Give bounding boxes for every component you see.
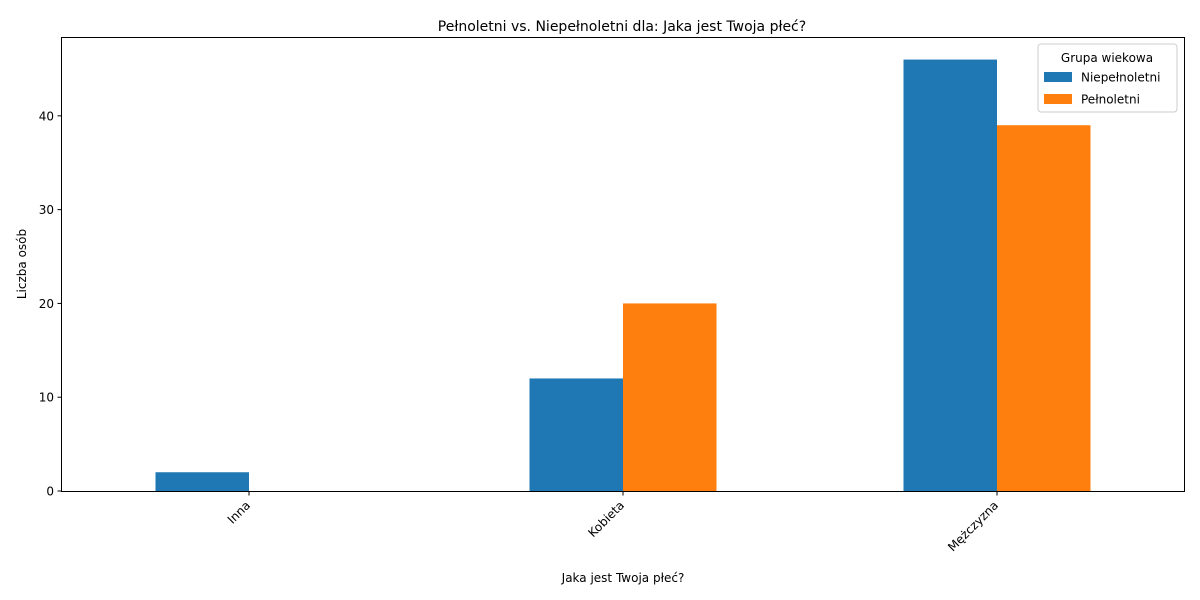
y-tick-label: 40	[39, 109, 54, 123]
y-tick-label: 10	[39, 391, 54, 405]
legend-title: Grupa wiekowa	[1061, 51, 1153, 65]
x-tick-label-mezczyzna: Mężczyzna	[945, 498, 1001, 554]
x-axis-label: Jaka jest Twoja płeć?	[561, 571, 685, 585]
y-tick-label: 30	[39, 203, 54, 217]
legend: Grupa wiekowa Niepełnoletni Pełnoletni	[1037, 43, 1178, 113]
bar-niepelnoletni-mezczyzna	[903, 59, 997, 491]
plot-frame	[61, 37, 1185, 492]
y-tick-label: 0	[46, 485, 54, 499]
x-axis-ticks: Inna Kobieta Mężczyzna	[225, 491, 1001, 554]
x-tick-label-kobieta: Kobieta	[585, 498, 627, 540]
legend-swatch-niepelnoletni	[1044, 72, 1072, 82]
chart-title: Pełnoletni vs. Niepełnoletni dla: Jaka j…	[438, 19, 806, 35]
y-axis-ticks: 0 10 20 30 40	[39, 109, 62, 499]
bar-pelnoletni-kobieta	[623, 303, 717, 491]
legend-label-pelnoletni: Pełnoletni	[1081, 93, 1140, 107]
y-axis-label: Liczba osób	[15, 229, 29, 299]
y-tick-label: 20	[39, 297, 54, 311]
bar-niepelnoletni-inna	[155, 472, 249, 491]
bar-niepelnoletni-kobieta	[529, 378, 623, 491]
bar-pelnoletni-mezczyzna	[997, 125, 1091, 491]
bars-group	[155, 59, 1091, 491]
x-tick-label-inna: Inna	[225, 498, 253, 526]
legend-swatch-pelnoletni	[1044, 94, 1072, 104]
legend-label-niepelnoletni: Niepełnoletni	[1081, 71, 1160, 85]
legend-box	[1037, 43, 1178, 113]
